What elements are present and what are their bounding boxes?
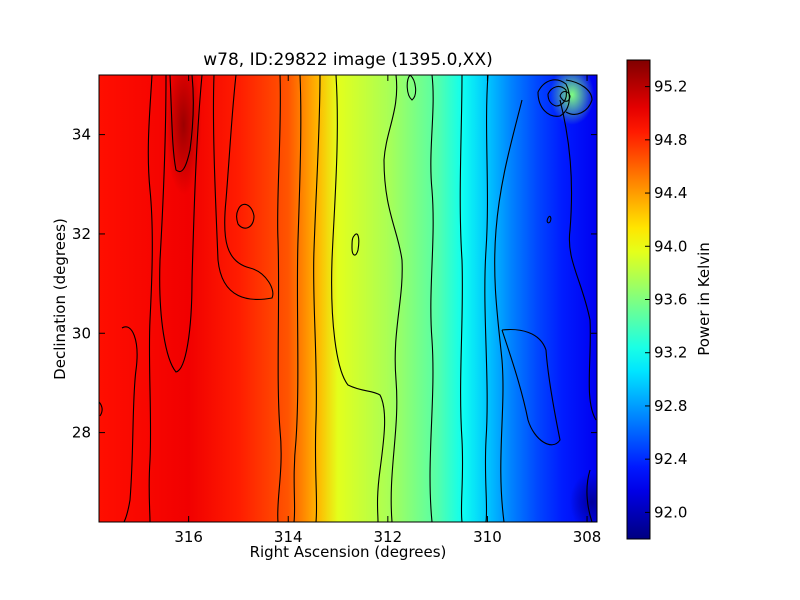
y-axis: 28 30 32 34 bbox=[72, 126, 597, 442]
contour-line bbox=[212, 75, 274, 300]
contour-line bbox=[546, 215, 552, 224]
contour-line bbox=[459, 75, 464, 522]
contour-line bbox=[494, 99, 523, 522]
colorbar-tick-label: 95.2 bbox=[654, 78, 687, 96]
y-tick-label: 34 bbox=[72, 126, 91, 144]
colorbar-tick-label: 94.4 bbox=[654, 184, 687, 202]
contour-line bbox=[586, 469, 593, 522]
contour-line bbox=[235, 203, 255, 229]
contour-line bbox=[559, 90, 571, 102]
contour-line bbox=[331, 75, 386, 522]
contour-line bbox=[501, 328, 561, 446]
contour-line bbox=[406, 75, 417, 101]
contour-line bbox=[547, 85, 567, 107]
contour-line bbox=[293, 75, 302, 522]
colorbar: 92.0 92.4 92.8 93.2 93.6 94.0 94.4 94.8 95.2 bbox=[626, 59, 687, 540]
contour-line bbox=[429, 75, 434, 522]
heatmap-plot-area bbox=[98, 74, 598, 523]
contour-line bbox=[484, 75, 489, 522]
colorbar-tick-label: 93.6 bbox=[654, 291, 687, 309]
contour-line bbox=[169, 75, 194, 173]
contour-line bbox=[565, 79, 593, 115]
x-axis: 316 314 312 310 308 bbox=[174, 75, 601, 546]
contour-line bbox=[383, 75, 403, 522]
y-tick-label: 32 bbox=[72, 225, 91, 243]
colorbar-tick-label: 94.8 bbox=[654, 131, 687, 149]
x-tick-label: 310 bbox=[473, 528, 502, 546]
contour-line bbox=[559, 99, 597, 421]
contour-line bbox=[537, 79, 570, 117]
feature-peak bbox=[165, 75, 202, 195]
plot-frame bbox=[98, 74, 598, 523]
contour-line bbox=[159, 75, 203, 373]
contour-line bbox=[147, 75, 153, 522]
x-tick-label: 308 bbox=[573, 528, 602, 546]
colorbar-tick-label: 94.0 bbox=[654, 237, 687, 255]
feature-minimum bbox=[570, 472, 597, 522]
x-tick-label: 312 bbox=[374, 528, 403, 546]
colorbar-tick-label: 93.2 bbox=[654, 344, 687, 362]
contour-line bbox=[277, 75, 282, 522]
contour-line bbox=[351, 233, 360, 256]
colorbar-tick-label: 92.8 bbox=[654, 397, 687, 415]
colorbar-tick-label: 92.0 bbox=[654, 503, 687, 521]
y-tick-label: 28 bbox=[72, 424, 91, 442]
contour-line bbox=[99, 401, 103, 417]
x-tick-label: 314 bbox=[274, 528, 303, 546]
y-tick-label: 30 bbox=[72, 324, 91, 342]
contour-line bbox=[313, 75, 321, 522]
x-axis-label: Right Ascension (degrees) bbox=[249, 543, 447, 561]
chart-title: w78, ID:29822 image (1395.0,XX) bbox=[203, 50, 493, 70]
colorbar-gradient bbox=[627, 60, 650, 539]
x-tick-label: 316 bbox=[174, 528, 203, 546]
contour-line bbox=[121, 326, 138, 522]
colorbar-tick-label: 92.4 bbox=[654, 450, 687, 468]
